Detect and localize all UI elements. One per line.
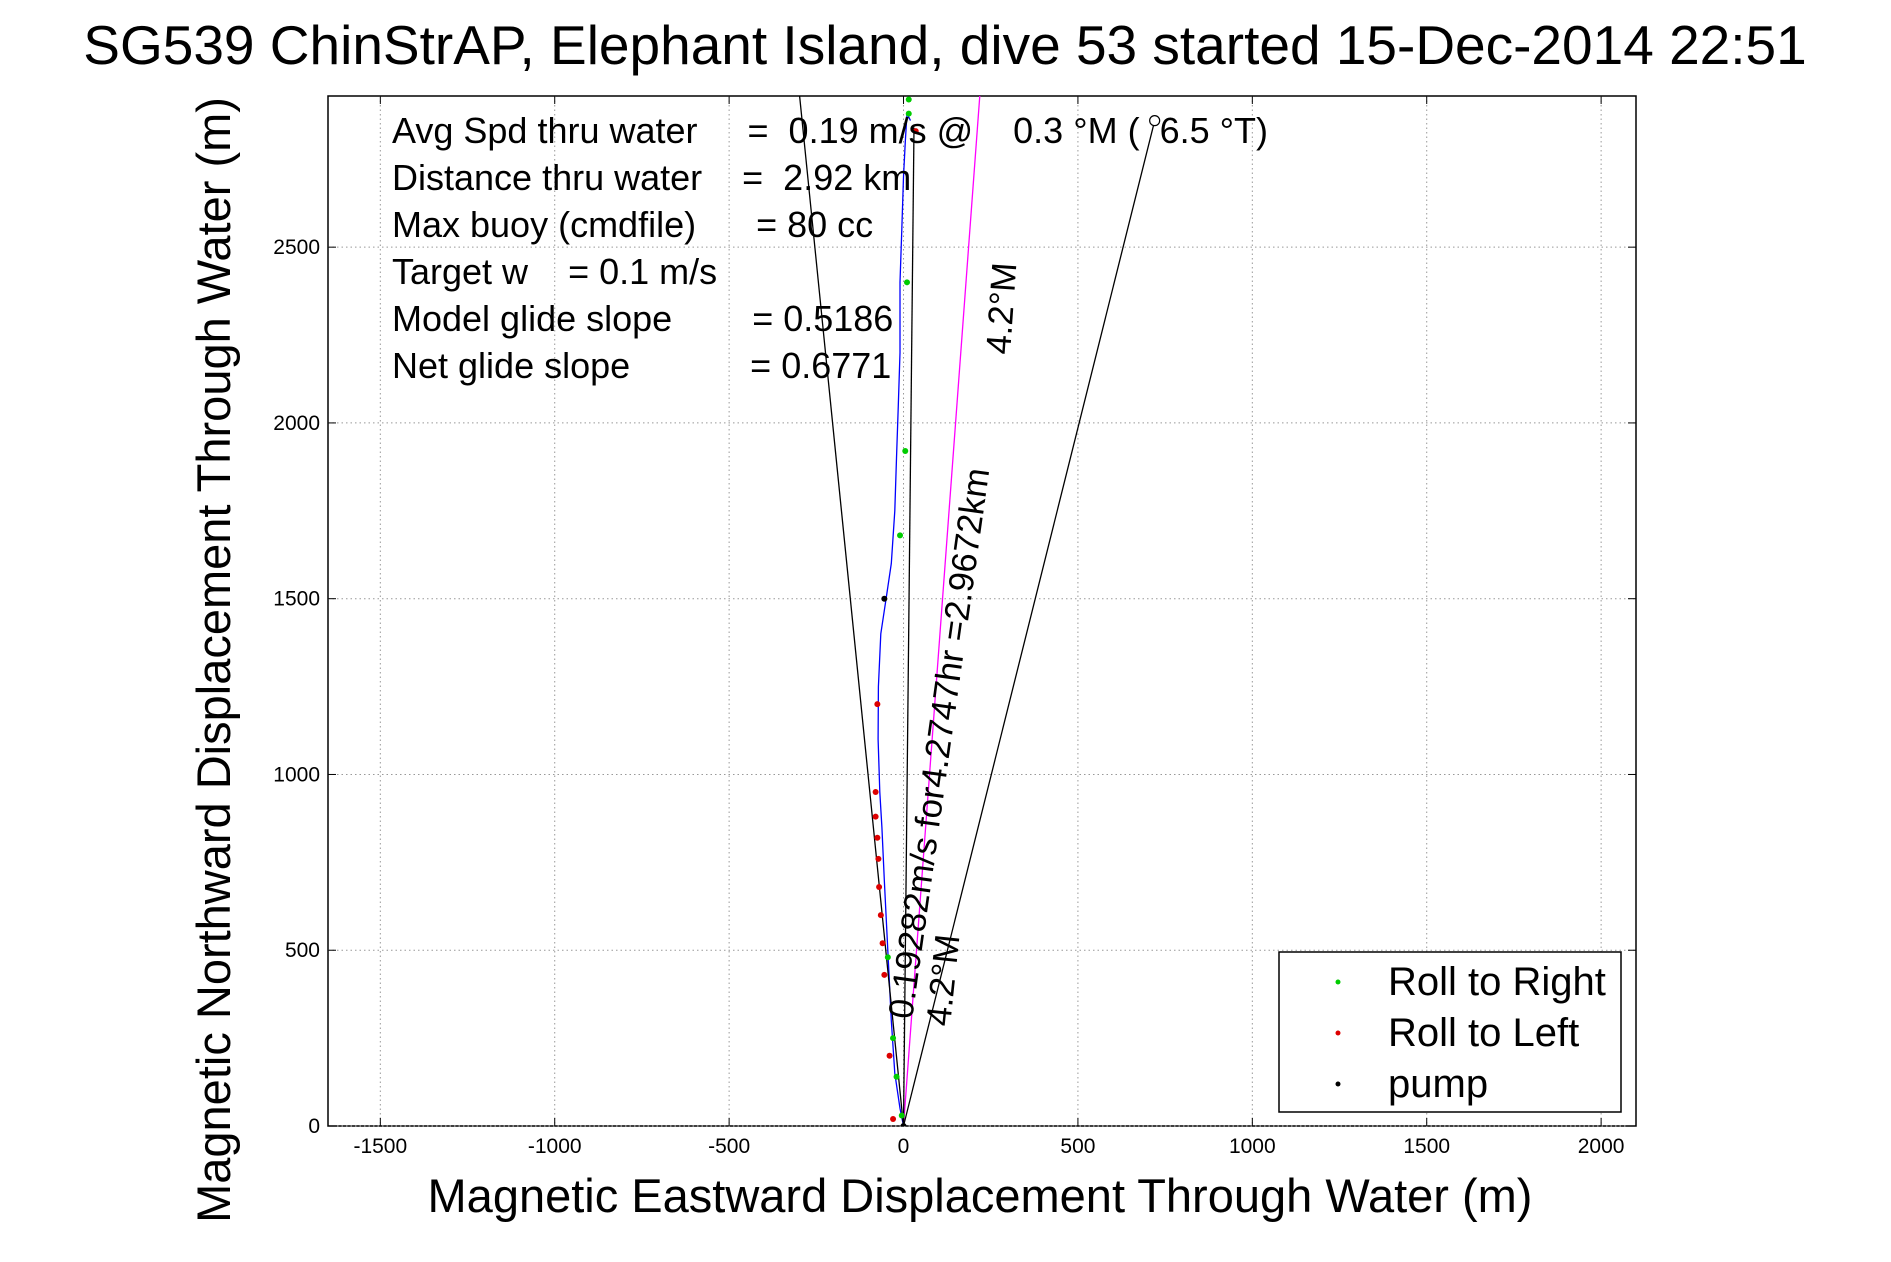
x-tick-label: 1000 <box>1229 1135 1276 1158</box>
roll-to-right-point <box>890 1035 897 1042</box>
roll-to-right-point <box>904 279 911 286</box>
roll-to-right-point <box>884 954 891 961</box>
x-tick-label: 500 <box>1060 1135 1095 1158</box>
annotation-line: Model glide slope = 0.5186 <box>392 298 893 339</box>
annotation-line: Target w = 0.1 m/s <box>392 251 717 292</box>
series-line <box>902 127 915 1126</box>
annotation-line: Max buoy (cmdfile) = 80 cc <box>392 204 873 245</box>
x-tick-label: -1500 <box>353 1135 407 1158</box>
roll-to-left-point <box>874 701 881 708</box>
roll-to-left-point <box>879 940 886 947</box>
y-tick-label: 1500 <box>273 588 320 611</box>
roll-to-left-point <box>877 912 884 919</box>
y-axis-ticks: 0 500 1000 1500 2000 2500 <box>273 236 1636 1138</box>
grid-lines <box>328 96 1636 1127</box>
legend-label: Roll to Left <box>1388 1011 1579 1055</box>
y-tick-label: 2500 <box>273 236 320 259</box>
roll-to-left-point <box>912 128 919 135</box>
y-axis-label: Magnetic Northward Displacement Through … <box>187 97 240 1223</box>
legend-label: pump <box>1388 1062 1488 1106</box>
annotation-line: Net glide slope = 0.6771 <box>392 345 891 386</box>
x-axis-ticks: -1500 -1000 -500 0 500 1000 1500 2000 <box>353 96 1624 1158</box>
series-line <box>902 120 1156 1126</box>
series-layer <box>798 96 1161 1126</box>
stats-annotations: Avg Spd thru water = 0.19 m/s @ 0.3 °M (… <box>392 110 1268 386</box>
pump-point <box>881 595 888 602</box>
legend-label: Roll to Right <box>1388 960 1606 1004</box>
roll-to-right-point <box>893 1073 900 1080</box>
roll-to-left-point <box>874 834 881 841</box>
current-endpoint-marker <box>1149 115 1161 127</box>
roll-to-right-point <box>898 1112 905 1119</box>
y-tick-label: 2000 <box>273 412 320 435</box>
series-line <box>902 96 981 1126</box>
y-tick-label: 0 <box>308 1115 320 1138</box>
x-axis-label: Magnetic Eastward Displacement Through W… <box>428 1169 1533 1222</box>
heading-label-bottom: 4.2°M <box>919 932 967 1027</box>
y-tick-label: 1000 <box>273 763 320 786</box>
annotation-line: Avg Spd thru water = 0.19 m/s @ 0.3 °M (… <box>392 110 1268 151</box>
legend-marker <box>1335 979 1341 985</box>
roll-to-right-point <box>902 448 909 455</box>
roll-to-right-point <box>905 110 912 117</box>
x-tick-label: 2000 <box>1578 1135 1625 1158</box>
series-line <box>798 96 905 1126</box>
roll-to-left-point <box>872 813 879 820</box>
roll-to-left-point <box>875 855 882 862</box>
annotation-line: Distance thru water = 2.92 km <box>392 157 911 198</box>
roll-to-left-point <box>886 1052 893 1059</box>
roll-to-left-point <box>876 883 883 890</box>
chart-title: SG539 ChinStrAP, Elephant Island, dive 5… <box>83 14 1806 76</box>
legend-marker <box>1335 1081 1341 1087</box>
y-tick-label: 500 <box>285 939 320 962</box>
plot-area: -1500 -1000 -500 0 500 1000 1500 2000 0 500 1000 1… <box>273 95 1637 1158</box>
x-tick-label: 0 <box>898 1135 910 1158</box>
roll-to-right-point <box>897 532 904 539</box>
x-tick-label: -500 <box>708 1135 750 1158</box>
roll-to-right-point <box>905 96 912 103</box>
heading-label-top: 4.2°M <box>979 261 1024 355</box>
roll-to-left-point <box>872 789 879 796</box>
roll-to-left-point <box>881 971 888 978</box>
legend-marker <box>1335 1030 1341 1036</box>
x-tick-label: 1500 <box>1403 1135 1450 1158</box>
x-tick-label: -1000 <box>528 1135 582 1158</box>
roll-to-left-point <box>890 1115 897 1122</box>
legend: Roll to Right Roll to Left pump <box>1278 951 1622 1113</box>
pump-point <box>900 1123 907 1126</box>
